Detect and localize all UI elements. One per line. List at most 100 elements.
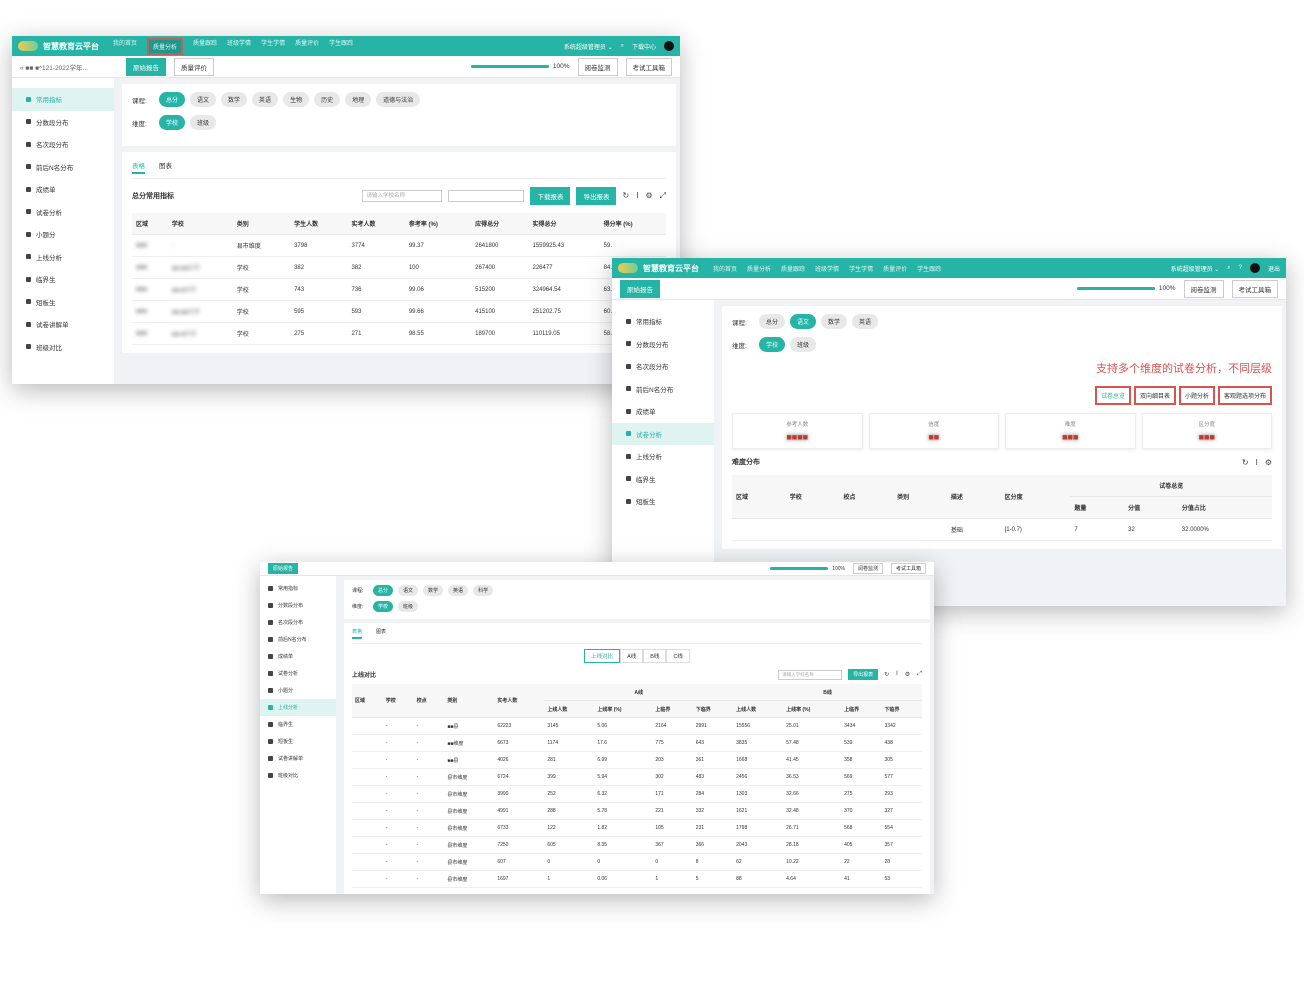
nav-student-status[interactable]: 学生学情 — [261, 40, 286, 47]
course-chip[interactable]: 生物 — [283, 92, 310, 107]
sidebar-item[interactable]: 试卷分析 — [260, 665, 336, 682]
grading-monitor-button[interactable]: 阅卷监测 — [1183, 279, 1224, 298]
course-chip[interactable]: 语文 — [398, 585, 419, 596]
nav-home[interactable]: 我的首页 — [113, 40, 138, 47]
sidebar-item[interactable]: 短板生 — [12, 291, 114, 314]
sidebar-item[interactable]: 临界生 — [12, 268, 114, 291]
download-center[interactable]: 下载中心 — [631, 44, 656, 51]
course-chip[interactable]: 科学 — [473, 585, 494, 596]
fullscreen-icon[interactable]: ⤢ — [917, 671, 922, 677]
export-report-button[interactable]: 导出报表 — [848, 669, 879, 680]
course-chip[interactable]: 数学 — [221, 92, 248, 107]
breadcrumb[interactable]: « ■■ ■^121-2022学年... — [20, 64, 88, 72]
course-chip[interactable]: 地理 — [345, 92, 372, 107]
tab-table[interactable]: 表格 — [352, 628, 363, 639]
seg-a-line[interactable]: A线 — [620, 649, 644, 663]
nav-class-status[interactable]: 班级学情 — [815, 266, 840, 273]
tab-chart[interactable]: 图表 — [159, 163, 172, 170]
sidebar-item[interactable]: 前后N名分布 — [612, 378, 714, 401]
course-chip[interactable]: 语文 — [190, 92, 217, 107]
nav-student-tracking[interactable]: 学生跟踪 — [917, 266, 942, 273]
dimension-chip[interactable]: 班级 — [190, 115, 217, 130]
sidebar-item[interactable]: 试卷分析 — [612, 422, 714, 445]
settings-icon[interactable]: ⚙ — [1264, 457, 1272, 467]
seg-line-compare[interactable]: 上线对比 — [584, 649, 621, 663]
search-icon[interactable]: ⌕ — [1227, 264, 1231, 271]
sidebar-item[interactable]: 分数段分布 — [12, 111, 114, 134]
export-report-button[interactable]: 导出报表 — [576, 187, 617, 205]
nav-class-status[interactable]: 班级学情 — [227, 40, 252, 47]
refresh-icon[interactable]: ↻ — [622, 191, 630, 200]
option-distribution-button[interactable]: 客观题选项分布 — [1217, 386, 1272, 405]
sidebar-item[interactable]: 分数段分布 — [612, 333, 714, 356]
sidebar-item[interactable]: 成绩单 — [260, 648, 336, 665]
avatar[interactable] — [664, 41, 674, 51]
sidebar-item[interactable]: 成绩单 — [12, 178, 114, 201]
sidebar-item[interactable]: 上线分析 — [260, 699, 336, 716]
settings-icon[interactable]: ⚙ — [645, 191, 653, 200]
tab-table[interactable]: 表格 — [132, 160, 145, 174]
course-chip[interactable]: 英语 — [252, 92, 279, 107]
sidebar-item[interactable]: 班级对比 — [12, 336, 114, 359]
course-chip[interactable]: 道德与法治 — [376, 92, 421, 107]
sidebar-item[interactable]: 常用指标 — [260, 580, 336, 597]
admin-menu[interactable]: 系统超级管理员 ⌄ — [563, 44, 613, 51]
item-analysis-button[interactable]: 小题分析 — [1178, 386, 1215, 405]
sidebar-item[interactable]: 前后N名分布 — [260, 631, 336, 648]
sidebar-item[interactable]: 临界生 — [612, 468, 714, 491]
school-search-input[interactable]: 请输入学校名称 — [778, 669, 843, 680]
nav-quality-eval[interactable]: 质量评价 — [295, 40, 320, 47]
nav-quality-eval[interactable]: 质量评价 — [883, 266, 908, 273]
text-icon[interactable]: I — [636, 191, 639, 200]
school-search-input[interactable]: 请输入学校名称 — [362, 190, 443, 202]
settings-icon[interactable]: ⚙ — [904, 672, 911, 678]
exam-tools-button[interactable]: 考试工具箱 — [1231, 279, 1278, 298]
nav-quality-analysis[interactable]: 质量分析 — [747, 266, 772, 273]
nav-student-tracking[interactable]: 学生跟踪 — [329, 40, 354, 47]
grading-monitor-button[interactable]: 阅卷监测 — [852, 563, 883, 574]
seg-c-line[interactable]: C线 — [666, 649, 690, 663]
search-icon[interactable]: ⌕ — [620, 42, 624, 49]
tab-chart[interactable]: 图表 — [376, 629, 387, 635]
nav-home[interactable]: 我的首页 — [713, 266, 738, 273]
dimension-chip[interactable]: 学校 — [759, 337, 786, 352]
course-chip[interactable]: 英语 — [852, 314, 879, 329]
sidebar-item[interactable]: 短板生 — [260, 733, 336, 750]
course-chip[interactable]: 语文 — [790, 314, 817, 329]
sidebar-item[interactable]: 短板生 — [612, 490, 714, 513]
nav-student-status[interactable]: 学生学情 — [849, 266, 874, 273]
sidebar-item[interactable]: 常用指标 — [12, 88, 114, 111]
sidebar-item[interactable]: 名次段分布 — [260, 614, 336, 631]
sidebar-item[interactable]: 试卷分析 — [12, 201, 114, 224]
course-chip[interactable]: 总分 — [759, 314, 786, 329]
quality-eval-button[interactable]: 质量评价 — [174, 57, 214, 76]
grading-monitor-button[interactable]: 阅卷监测 — [577, 57, 618, 76]
exam-tools-button[interactable]: 考试工具箱 — [625, 57, 672, 76]
course-chip[interactable]: 总分 — [373, 585, 394, 596]
sidebar-item[interactable]: 临界生 — [260, 716, 336, 733]
filter-input[interactable] — [448, 190, 525, 202]
sidebar-item[interactable]: 试卷讲解单 — [260, 750, 336, 767]
text-icon[interactable]: I — [1255, 457, 1258, 467]
sidebar-item[interactable]: 上线分析 — [612, 445, 714, 468]
exam-tools-button[interactable]: 考试工具箱 — [890, 563, 926, 574]
nav-quality-tracking[interactable]: 质量跟踪 — [193, 40, 218, 47]
sidebar-item[interactable]: 班级对比 — [260, 767, 336, 784]
text-icon[interactable]: I — [896, 671, 898, 677]
course-chip[interactable]: 数学 — [423, 585, 444, 596]
dimension-chip[interactable]: 学校 — [159, 115, 186, 130]
dimension-chip[interactable]: 班级 — [398, 601, 419, 612]
sidebar-item[interactable]: 名次段分布 — [612, 355, 714, 378]
course-chip[interactable]: 数学 — [821, 314, 848, 329]
dimension-chip[interactable]: 学校 — [373, 601, 394, 612]
help-icon[interactable]: ? — [1238, 265, 1242, 271]
paper-overview-button[interactable]: 试卷总览 — [1094, 386, 1131, 405]
sidebar-item[interactable]: 分数段分布 — [260, 597, 336, 614]
nav-quality-tracking[interactable]: 质量跟踪 — [781, 266, 806, 273]
two-way-spec-button[interactable]: 双向细目表 — [1133, 386, 1176, 405]
dimension-chip[interactable]: 班级 — [790, 337, 817, 352]
nav-quality-analysis[interactable]: 质量分析 — [147, 37, 184, 55]
course-chip[interactable]: 总分 — [159, 92, 186, 107]
sidebar-item[interactable]: 小题分 — [12, 223, 114, 246]
sidebar-item[interactable]: 前后N名分布 — [12, 156, 114, 179]
